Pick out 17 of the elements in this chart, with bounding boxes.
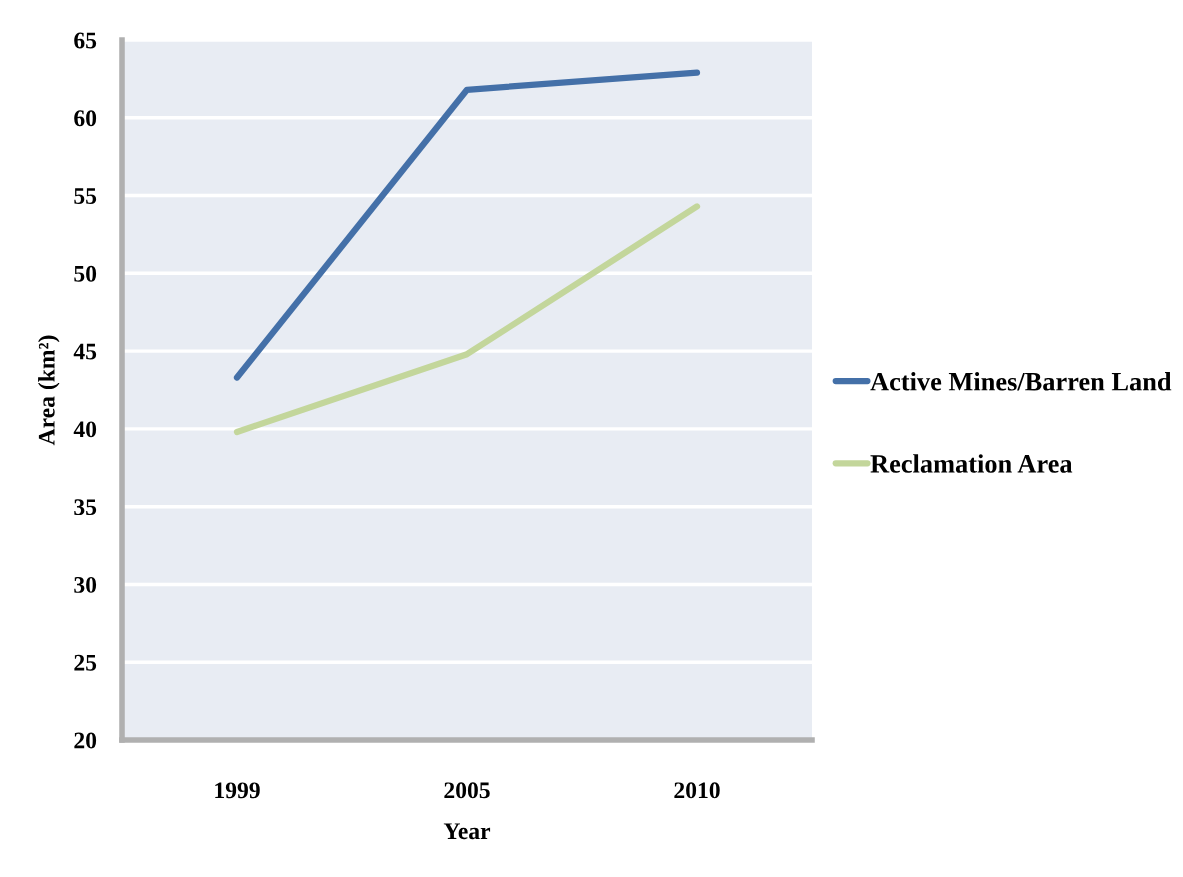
y-tick-label: 65 [74, 32, 97, 49]
x-tick-label: 1999 [215, 782, 260, 799]
y-tick-label: 30 [74, 576, 97, 593]
x-axis-title: Year [443, 823, 491, 840]
x-tick-label: 2010 [674, 782, 720, 799]
y-tick-label: 40 [73, 421, 97, 438]
y-tick-label: 60 [74, 110, 97, 127]
y-tick-label: 35 [74, 499, 97, 516]
y-tick-label: 25 [74, 654, 97, 671]
y-tick-label: 45 [73, 343, 97, 360]
y-tick-label: 50 [74, 265, 97, 282]
legend-label: Reclamation Area [870, 454, 1073, 473]
x-tick-label: 2005 [444, 782, 490, 799]
legend-label: Active Mines/Barren Land [870, 372, 1172, 391]
y-axis-title: Area (km²) [38, 335, 60, 446]
y-tick-label: 55 [74, 188, 97, 204]
y-tick-label: 20 [74, 732, 97, 749]
